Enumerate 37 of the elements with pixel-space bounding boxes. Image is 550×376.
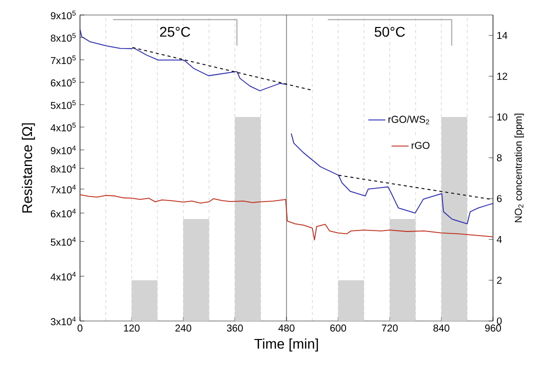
y2-tick-label: 6	[497, 195, 502, 202]
y2-tick-label: 0	[496, 317, 502, 325]
y-tick-label: 9x10$^{4}$	[50, 146, 76, 154]
x-axis-title: Time [min]	[254, 338, 318, 352]
y-tick-label: 3x10$^{4}$	[50, 316, 76, 326]
y-axis-title: Resistance [Ω]	[22, 123, 35, 213]
y-tick-label: 8x10$^{4}$	[50, 164, 76, 173]
x-tick-label: 480	[278, 324, 294, 332]
y2-axis-title: NO$_{2}$ concentration [ppm]	[514, 114, 524, 222]
legend-label: rGO/WS$_{2}$	[388, 116, 430, 124]
y2-tick-label: 8	[496, 154, 502, 162]
x-tick-label: 600	[330, 324, 346, 332]
annotation: 25°C	[160, 26, 190, 37]
y-tick-label: 6x10$^{4}$	[50, 208, 76, 218]
y-tick-label: 6x10$^{5}$	[50, 78, 76, 87]
y-tick-label: 7x10$^{5}$	[50, 56, 76, 64]
x-tick-label: 0	[78, 324, 82, 332]
y-tick-label: 5x10$^{4}$	[50, 237, 76, 246]
y-tick-label: 7x10$^{4}$	[50, 184, 76, 194]
y2-tick-label: 2	[497, 276, 502, 284]
x-tick-label: 840	[433, 324, 450, 332]
legend-label: rGO	[412, 142, 430, 149]
x-tick-label: 960	[485, 324, 501, 332]
y-tick-label: 5x10$^{5}$	[50, 100, 76, 109]
y2-tick-label: 4	[496, 236, 502, 243]
x-tick-label: 360	[226, 324, 243, 332]
x-tick-label: 240	[175, 324, 192, 332]
y-tick-label: 4x10$^{5}$	[50, 122, 76, 132]
x-tick-label: 120	[124, 324, 140, 332]
y-tick-label: 8x10$^{5}$	[50, 33, 76, 42]
y-tick-label: 9x10$^{5}$	[50, 10, 76, 20]
y2-tick-label: 10	[497, 113, 508, 121]
x-tick-label: 720	[382, 324, 398, 332]
annotation: 50°C	[374, 26, 405, 37]
y2-tick-label: 12	[497, 72, 508, 80]
y-tick-label: 4x10$^{4}$	[50, 272, 76, 280]
y2-tick-label: 14	[497, 32, 508, 39]
